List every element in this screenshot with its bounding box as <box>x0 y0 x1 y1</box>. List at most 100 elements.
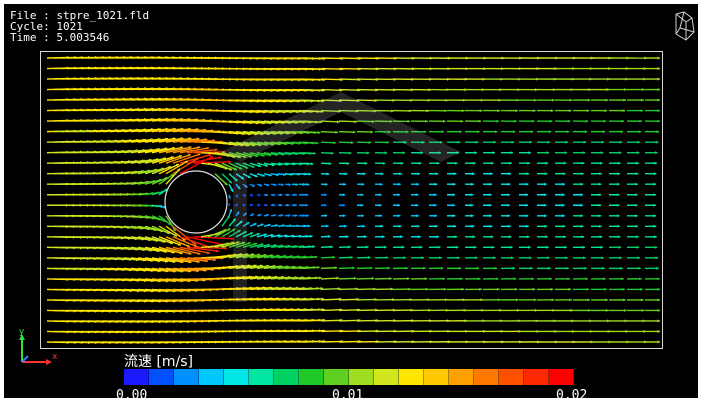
vector-arrowhead <box>653 182 657 186</box>
vector-arrowhead <box>600 151 604 155</box>
vector-arrowhead <box>263 233 267 237</box>
velocity-vector <box>263 254 280 259</box>
vector-arrowhead <box>336 120 340 124</box>
cycle-label: Cycle: 1021 <box>10 20 83 33</box>
velocity-vector <box>144 225 164 233</box>
vector-arrowhead <box>657 77 660 81</box>
vector-arrowhead <box>366 151 370 155</box>
velocity-vector <box>130 148 153 154</box>
vector-arrowhead <box>440 266 444 270</box>
vector-arrowhead <box>459 130 462 134</box>
vector-arrowhead <box>553 319 557 323</box>
vector-arrowhead <box>475 140 479 144</box>
vector-arrowhead <box>635 182 638 186</box>
vector-arrowhead <box>318 276 322 280</box>
vector-arrowhead <box>493 140 497 144</box>
vector-arrowhead <box>657 329 660 333</box>
render-viewport[interactable]: File : stpre_1021.fld Cycle: 1021 Time :… <box>4 4 698 398</box>
vector-arrowhead <box>462 298 466 302</box>
vector-arrowhead <box>605 298 608 302</box>
vector-arrowhead <box>546 245 549 249</box>
vector-arrowhead <box>422 140 425 144</box>
vector-arrowhead <box>323 203 327 207</box>
vector-arrowhead <box>452 203 455 207</box>
vector-arrowhead <box>272 193 276 197</box>
vector-arrowhead <box>635 172 639 176</box>
velocity-vector <box>158 236 182 246</box>
vector-arrowhead <box>443 287 447 291</box>
velocity-vector <box>193 246 227 249</box>
vector-arrowhead <box>307 224 311 228</box>
vector-arrowhead <box>653 172 657 176</box>
vector-arrowhead <box>379 182 383 186</box>
colorbar-segment <box>199 369 224 385</box>
vector-arrowhead <box>534 308 538 312</box>
vector-arrowhead <box>545 235 548 239</box>
vector-arrowhead <box>499 308 502 312</box>
vector-arrowhead <box>434 182 438 186</box>
vector-arrowhead <box>344 224 347 228</box>
colorbar-segment <box>324 369 349 385</box>
vector-arrowhead <box>266 183 270 187</box>
vector-arrowhead <box>231 237 234 241</box>
velocity-vector <box>165 146 192 154</box>
vector-arrowhead <box>177 168 180 172</box>
vector-arrowhead <box>588 88 592 92</box>
vector-arrowhead <box>247 242 251 245</box>
velocity-vector <box>179 147 210 154</box>
vector-arrowhead <box>511 256 514 260</box>
vector-arrowhead <box>237 155 241 159</box>
velocity-vector <box>235 264 257 270</box>
wireframe-cube-icon[interactable] <box>672 10 696 44</box>
velocity-vector <box>172 153 201 164</box>
velocity-vector <box>228 264 251 270</box>
vector-arrowhead <box>549 119 553 123</box>
vector-arrowhead <box>317 130 321 135</box>
vector-arrowhead <box>188 260 192 264</box>
vector-arrowhead <box>471 224 475 228</box>
vector-arrowhead <box>534 98 537 102</box>
vector-arrowhead <box>294 193 297 197</box>
vector-arrowhead <box>350 141 354 145</box>
velocity-vector <box>186 148 218 154</box>
vector-arrowhead <box>571 77 575 81</box>
vector-arrowhead <box>490 235 494 239</box>
vector-arrowhead <box>361 214 364 218</box>
vector-arrowhead <box>362 172 366 176</box>
vector-arrowhead <box>580 182 584 186</box>
vector-arrowhead <box>324 214 328 218</box>
legend-tick-min: 0.00 <box>116 388 148 398</box>
vector-arrowhead <box>453 172 457 176</box>
vector-arrowhead <box>584 130 588 134</box>
vector-arrowhead <box>193 242 197 246</box>
vector-arrowhead <box>435 224 438 228</box>
vector-arrowhead <box>509 161 512 165</box>
velocity-vector <box>320 298 342 301</box>
vector-arrowhead <box>618 245 622 249</box>
vector-arrowhead <box>437 245 441 249</box>
vector-arrowhead <box>511 140 515 144</box>
vector-arrowhead <box>605 98 609 102</box>
vector-arrowhead <box>438 151 441 155</box>
vector-arrowhead <box>657 67 660 71</box>
vector-arrowhead <box>210 156 214 159</box>
vector-arrowhead <box>373 287 376 291</box>
vector-arrowhead <box>286 203 290 207</box>
velocity-vector <box>172 246 201 255</box>
vector-arrowhead <box>188 251 192 255</box>
velocity-vector <box>151 236 174 245</box>
vector-arrowhead <box>206 146 210 150</box>
vector-arrowhead <box>462 109 465 113</box>
vector-arrowhead <box>398 182 401 186</box>
axes-triad-icon: y x <box>19 327 58 365</box>
vector-arrowhead <box>458 266 462 270</box>
vector-arrowhead <box>325 182 328 186</box>
vector-arrowhead <box>601 140 605 144</box>
velocity-vector <box>249 254 267 259</box>
vector-arrowhead <box>640 109 643 113</box>
vector-arrowhead <box>477 277 481 281</box>
velocity-vector <box>158 257 184 263</box>
vector-arrowhead <box>281 183 284 187</box>
vector-arrowhead <box>381 172 384 176</box>
vector-arrowhead <box>261 153 265 157</box>
